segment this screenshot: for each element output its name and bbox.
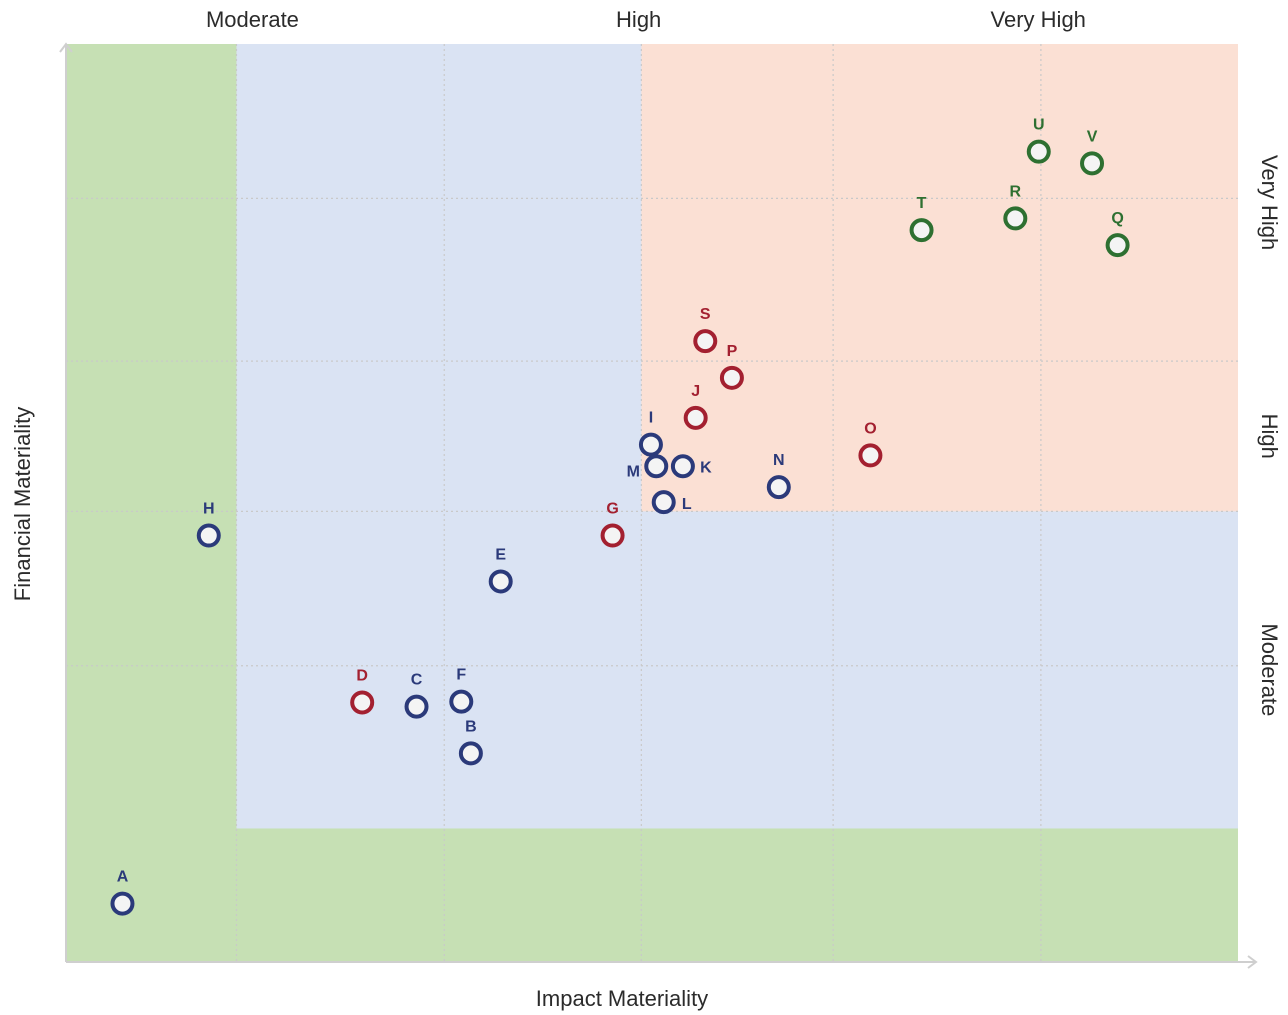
x-axis-arrow [1247,955,1258,969]
band-label-layer: Moderate High Very High Moderate High Very Hi… [206,7,1282,716]
data-label-h: H [203,501,215,518]
data-label-b: B [465,718,477,735]
data-point-h[interactable] [196,523,221,548]
region-layer [66,44,1239,962]
grid-layer [66,44,1238,962]
data-point-u[interactable] [1026,139,1051,164]
data-label-a: A [117,869,129,886]
data-label-l: L [682,496,692,513]
data-point-e[interactable] [488,569,513,594]
data-point-j[interactable] [683,405,708,430]
data-label-p: P [727,343,738,360]
data-point-d[interactable] [350,690,375,715]
data-point-s[interactable] [693,329,718,354]
axes-layer [59,42,1258,969]
y-axis-title: Financial Materiality [10,407,35,601]
data-point-o[interactable] [858,443,883,468]
data-label-s: S [700,306,711,323]
data-point-b[interactable] [458,741,483,766]
data-label-m: M [627,463,640,480]
data-label-v: V [1087,128,1098,145]
data-label-u: U [1033,117,1045,134]
data-label-f: F [456,667,466,684]
data-point-i[interactable] [638,432,663,457]
data-label-g: G [606,501,618,518]
data-point-q[interactable] [1105,233,1130,258]
data-label-t: T [917,195,927,212]
data-point-t[interactable] [909,218,934,243]
data-point-g[interactable] [600,523,625,548]
data-label-k: K [700,459,712,476]
data-point-c[interactable] [404,694,429,719]
data-point-m[interactable] [644,454,669,479]
data-point-n[interactable] [766,475,791,500]
data-point-p[interactable] [719,365,744,390]
region-high [641,44,1238,512]
x-band-label: Moderate [206,7,299,32]
x-axis-title: Impact Materiality [536,986,708,1011]
data-label-n: N [773,452,785,469]
data-label-j: J [691,383,700,400]
data-point-r[interactable] [1003,206,1028,231]
data-label-r: R [1010,183,1022,200]
points-layer: A B C D E F G H I J K L M N O P Q R S T U V [110,117,1130,916]
data-point-l[interactable] [651,490,676,515]
y-band-label: High [1257,414,1282,459]
data-label-c: C [411,672,423,689]
data-point-a[interactable] [110,891,135,916]
data-label-o: O [864,420,876,437]
data-label-i: I [649,410,653,427]
data-label-e: E [495,546,506,563]
data-point-f[interactable] [449,689,474,714]
data-point-v[interactable] [1080,151,1105,176]
y-band-label: Very High [1257,155,1282,250]
x-band-label: High [616,7,661,32]
data-label-d: D [356,667,368,684]
data-point-k[interactable] [670,454,695,479]
x-band-label: Very High [991,7,1086,32]
y-band-label: Moderate [1257,623,1282,716]
data-label-q: Q [1111,210,1123,227]
